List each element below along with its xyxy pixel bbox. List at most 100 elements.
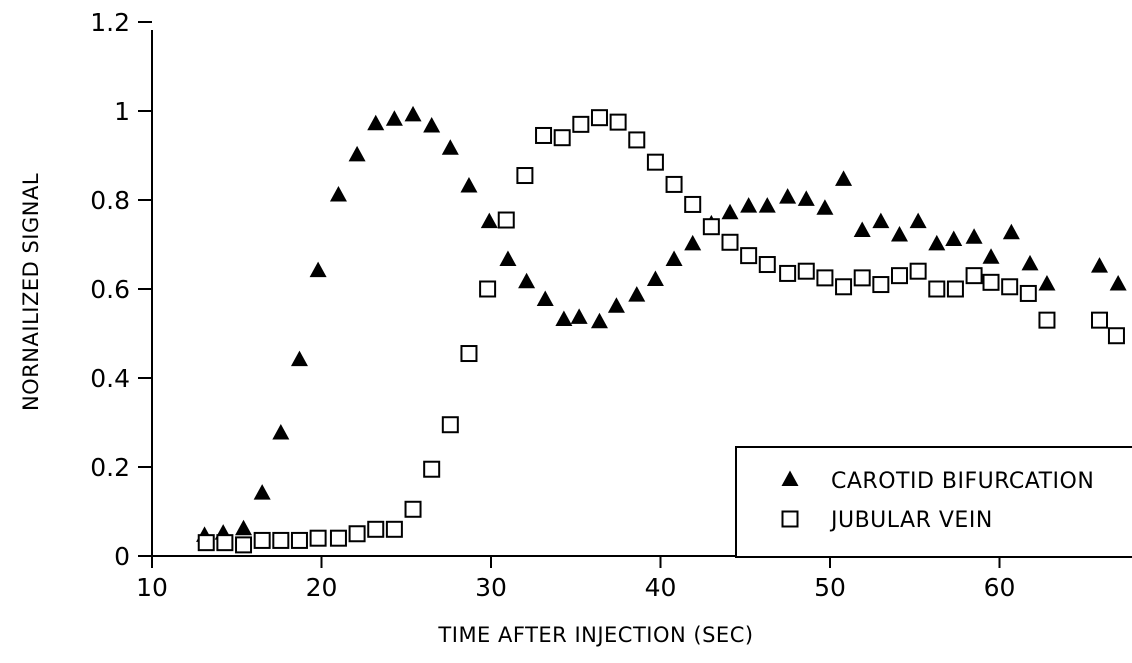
jugular-data-point — [721, 233, 739, 251]
y-tick-label: 0.2 — [90, 453, 130, 482]
jugular-data-point — [516, 167, 534, 185]
carotid-data-point — [721, 203, 739, 220]
carotid-data-point — [665, 250, 683, 266]
jugular-data-point — [385, 520, 403, 538]
jugular-data-point — [309, 529, 327, 547]
jugular-data-point — [758, 256, 776, 274]
carotid-data-point — [758, 197, 776, 213]
jugular-data-point — [235, 536, 253, 554]
jugular-data-point — [853, 269, 871, 287]
x-ticks: 10 20 30 40 50 60 — [136, 556, 1015, 602]
y-tick-label: 0.8 — [90, 186, 130, 215]
legend-label-carotid: CAROTID BIFURCATION — [831, 469, 1094, 494]
legend-item-jugular: JUBULAR VEIN — [781, 508, 993, 533]
jugular-data-point — [982, 273, 1000, 291]
x-tick-label: 50 — [814, 573, 846, 602]
carotid-data-point — [441, 139, 459, 155]
jugular-data-point — [1107, 327, 1125, 345]
y-tick-label: 0 — [114, 542, 130, 571]
carotid-data-point — [499, 250, 517, 266]
carotid-data-point — [797, 190, 815, 206]
x-tick-label: 10 — [136, 573, 168, 602]
jugular-data-point — [909, 262, 927, 280]
jugular-data-point — [290, 531, 308, 549]
jugular-data-point — [460, 345, 478, 363]
legend-box — [735, 446, 1132, 558]
carotid-data-point — [570, 308, 588, 324]
carotid-data-point — [890, 225, 908, 242]
carotid-data-point — [404, 105, 422, 122]
carotid-data-point — [909, 212, 927, 229]
carotid-data-point — [1109, 274, 1127, 291]
carotid-data-point — [329, 185, 347, 202]
carotid-data-point — [779, 188, 797, 204]
carotid-data-point — [309, 261, 327, 278]
carotid-data-point — [646, 270, 664, 286]
jugular-data-point — [479, 280, 497, 298]
jugular-data-point — [441, 416, 459, 434]
jugular-data-point — [348, 525, 366, 543]
carotid-data-point — [853, 221, 871, 238]
jugular-data-point — [684, 195, 702, 213]
y-tick-label: 0.4 — [90, 364, 130, 393]
carotid-data-point — [628, 286, 646, 302]
carotid-data-point — [1021, 254, 1039, 271]
legend-label-jugular: JUBULAR VEIN — [829, 508, 993, 533]
jugular-data-point — [965, 267, 983, 285]
carotid-data-point — [480, 212, 498, 229]
carotid-data-point — [872, 212, 890, 229]
plot-points — [196, 105, 1127, 554]
jugular-data-point — [1019, 284, 1037, 302]
jugular-data-point — [646, 153, 664, 171]
carotid-data-point — [982, 248, 1000, 264]
carotid-data-point — [536, 290, 554, 307]
jugular-data-point — [553, 129, 571, 147]
carotid-data-point — [1091, 257, 1109, 273]
jugular-data-point — [272, 531, 290, 549]
carotid-data-point — [1002, 223, 1020, 240]
carotid-data-point — [253, 484, 271, 500]
jugular-data-point — [1038, 311, 1056, 329]
carotid-data-point — [235, 519, 253, 536]
carotid-data-point — [1038, 274, 1056, 291]
legend-triangle-marker — [781, 470, 799, 486]
y-tick-label: 0.6 — [90, 275, 130, 304]
jugular-data-point — [928, 280, 946, 298]
series-carotid-bifurcation — [196, 105, 1127, 542]
carotid-data-point — [965, 228, 983, 244]
jugular-data-point — [497, 211, 515, 229]
x-tick-label: 40 — [645, 573, 677, 602]
carotid-data-point — [290, 350, 308, 367]
carotid-data-point — [367, 114, 385, 131]
jugular-data-point — [590, 109, 608, 127]
jugular-data-point — [404, 500, 422, 518]
legend-square-marker — [781, 510, 799, 528]
carotid-data-point — [518, 272, 536, 289]
carotid-data-point — [740, 197, 758, 213]
jugular-data-point — [835, 278, 853, 296]
jugular-data-point — [890, 267, 908, 285]
x-tick-label: 30 — [475, 573, 507, 602]
jugular-data-point — [779, 264, 797, 282]
jugular-data-point — [197, 534, 215, 552]
jugular-data-point — [1091, 311, 1109, 329]
y-axis-title: NORNAILIZED SIGNAL — [19, 173, 43, 411]
jugular-data-point — [740, 247, 758, 265]
jugular-data-point — [535, 126, 553, 144]
carotid-data-point — [684, 234, 702, 251]
jugular-data-point — [797, 262, 815, 280]
legend-item-carotid: CAROTID BIFURCATION — [781, 469, 1094, 494]
carotid-data-point — [348, 145, 366, 162]
carotid-data-point — [555, 310, 573, 327]
carotid-data-point — [835, 170, 853, 186]
carotid-data-point — [385, 110, 403, 126]
jugular-data-point — [367, 520, 385, 538]
jugular-data-point — [329, 529, 347, 547]
carotid-data-point — [423, 116, 441, 133]
jugular-data-point — [609, 113, 627, 131]
x-tick-label: 60 — [984, 573, 1016, 602]
y-tick-label: 1.2 — [90, 8, 130, 37]
carotid-data-point — [928, 234, 946, 251]
carotid-data-point — [460, 177, 478, 193]
